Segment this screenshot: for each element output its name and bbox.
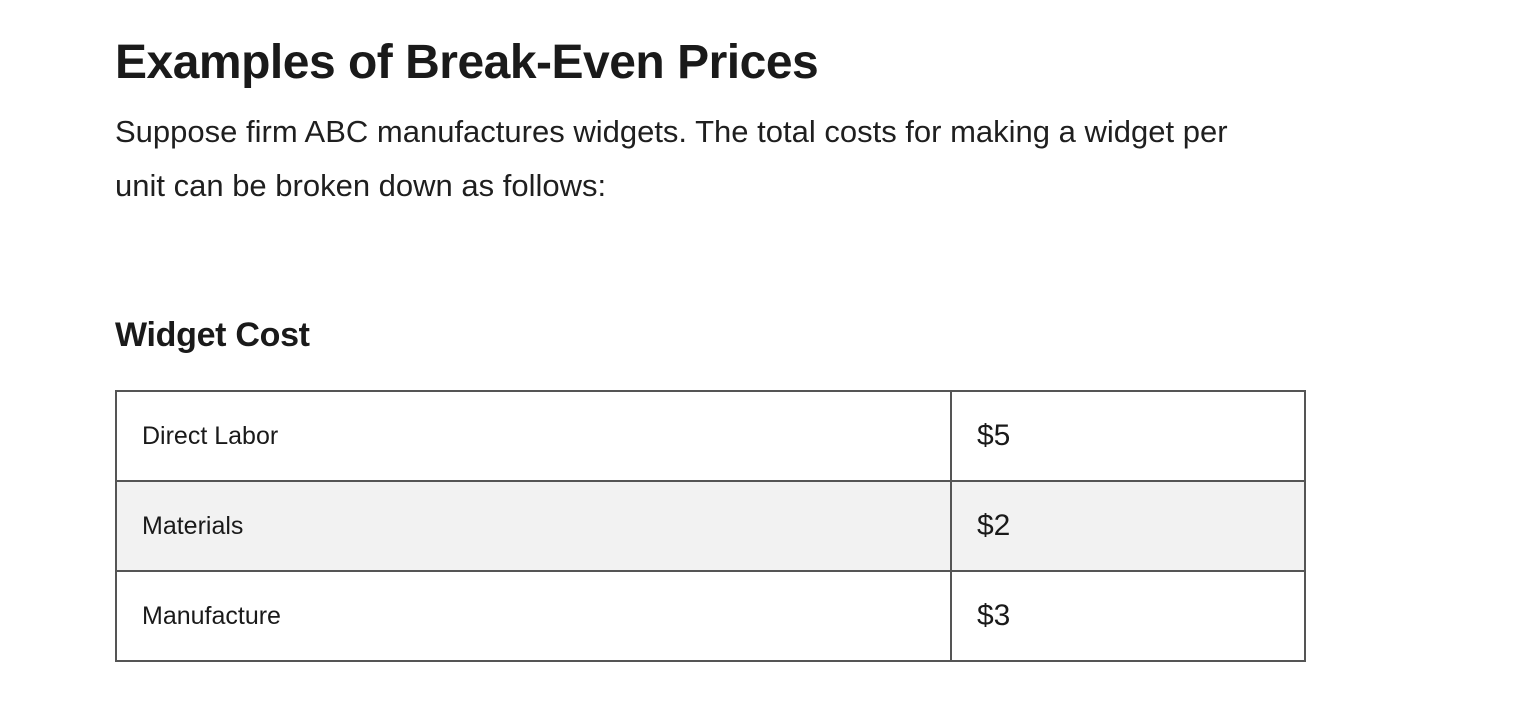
cost-amount-cell: $2 xyxy=(950,480,1306,572)
widget-cost-table: Direct Labor $5 Materials $2 Manufacture… xyxy=(115,390,1306,662)
section-title: Widget Cost xyxy=(115,316,310,354)
cost-item-cell: Direct Labor xyxy=(115,390,952,482)
table-row: Materials $2 xyxy=(115,480,1306,572)
cost-item-cell: Manufacture xyxy=(115,570,952,662)
page-title: Examples of Break-Even Prices xyxy=(115,36,819,89)
cost-amount-cell: $5 xyxy=(950,390,1306,482)
table-row: Direct Labor $5 xyxy=(115,390,1306,482)
cost-item-cell: Materials xyxy=(115,480,952,572)
intro-paragraph: Suppose firm ABC manufactures widgets. T… xyxy=(115,114,1228,203)
cost-amount-cell: $3 xyxy=(950,570,1306,662)
table-row: Manufacture $3 xyxy=(115,570,1306,662)
